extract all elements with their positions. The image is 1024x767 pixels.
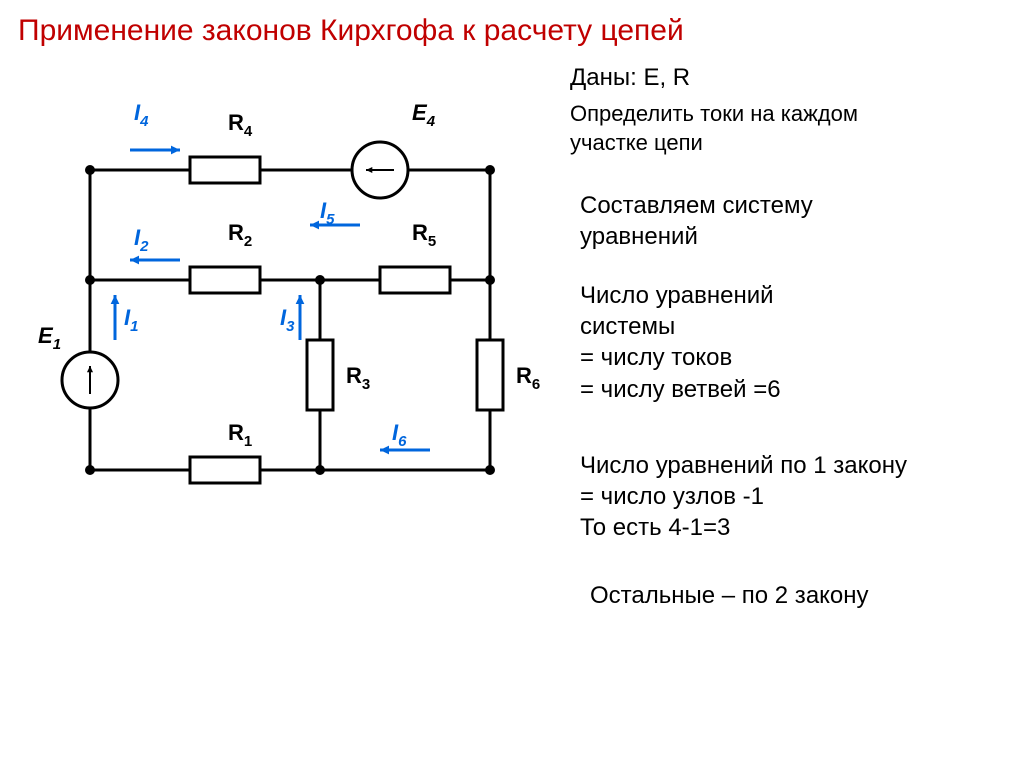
current-I1: I1 [111, 295, 139, 340]
label-R5: R5 [412, 220, 436, 250]
source-E4: E4 [352, 100, 436, 198]
label-I1: I1 [124, 305, 138, 335]
current-I4: I4 [130, 100, 180, 154]
source-E1: E1 [38, 323, 118, 408]
label-E1: E1 [38, 323, 61, 353]
label-I4: I4 [134, 100, 149, 130]
resistor-R5: R5 [380, 220, 450, 293]
resistor-R3: R3 [307, 340, 370, 410]
label-R4: R4 [228, 110, 253, 140]
resistor-R4: R4 [190, 110, 260, 183]
resistor-R2: R2 [190, 220, 260, 293]
circuit-diagram: R4 R2 R5 R3 R6 R1 E4 E1 I4 I5 I2 I1 I3 I6 [0, 0, 1024, 767]
current-I2: I2 [130, 225, 180, 264]
label-R1: R1 [228, 420, 252, 450]
current-I3: I3 [280, 295, 304, 340]
resistor-R1: R1 [190, 420, 260, 483]
label-I3: I3 [280, 305, 295, 335]
label-I2: I2 [134, 225, 149, 255]
label-R3: R3 [346, 363, 370, 393]
label-I6: I6 [392, 420, 407, 450]
label-E4: E4 [412, 100, 436, 130]
current-I5: I5 [310, 198, 360, 229]
current-I6: I6 [380, 420, 430, 454]
label-R2: R2 [228, 220, 252, 250]
label-R6: R6 [516, 363, 540, 393]
resistor-R6: R6 [477, 340, 540, 410]
